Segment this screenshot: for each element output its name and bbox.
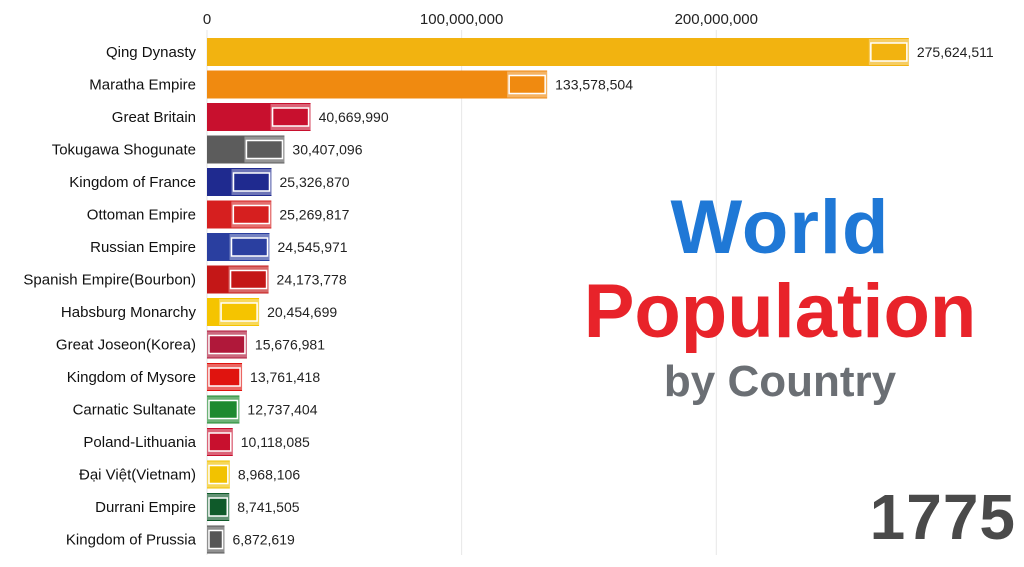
category-label: Great Joseon(Korea)	[56, 337, 196, 354]
bar-row: Russian Empire 24,545,971	[90, 233, 348, 261]
bar-row: Qing Dynasty 275,624,511	[106, 38, 994, 66]
mysore-flag-icon	[207, 364, 243, 390]
bar-row: Đại Việt(Vietnam) 8,968,106	[79, 460, 300, 489]
value-label: 25,269,817	[279, 207, 349, 223]
bar-row: Great Britain 40,669,990	[112, 103, 389, 131]
union-jack-icon	[270, 104, 311, 130]
bar-row: Kingdom of Mysore 13,761,418	[67, 363, 320, 391]
dai-viet-flag-icon	[207, 461, 230, 488]
x-tick-label: 200,000,000	[675, 11, 758, 28]
bar-row: Kingdom of France 25,326,870	[69, 168, 350, 196]
x-tick-label: 100,000,000	[420, 11, 503, 28]
bars: Qing Dynasty 275,624,511 Maratha Empire 133…	[23, 38, 994, 554]
bar-row: Great Joseon(Korea) 15,676,981	[56, 330, 325, 359]
joseon-flag-icon	[207, 331, 247, 358]
bar-row: Carnatic Sultanate 12,737,404	[73, 395, 318, 424]
value-label: 13,761,418	[250, 369, 320, 385]
x-tick-label: 0	[203, 11, 211, 28]
russian-tricolor-icon	[229, 234, 270, 260]
value-label: 12,737,404	[247, 402, 317, 418]
bar-row: Spanish Empire(Bourbon) 24,173,778	[23, 265, 347, 294]
value-label: 30,407,096	[292, 142, 362, 158]
category-label: Kingdom of Mysore	[67, 369, 196, 386]
value-label: 40,669,990	[319, 109, 389, 125]
durrani-flag-icon	[207, 494, 230, 520]
value-label: 24,545,971	[278, 239, 348, 255]
x-axis-ticks: 0 100,000,000 200,000,000	[203, 11, 758, 28]
habsburg-flag-icon	[219, 299, 260, 325]
bar-row: Kingdom of Prussia 6,872,619	[66, 525, 295, 554]
category-label: Maratha Empire	[89, 77, 196, 94]
title-population: Population	[583, 269, 977, 354]
prussian-eagle-icon	[207, 526, 225, 553]
value-label: 10,118,085	[241, 434, 310, 450]
spanish-bourbon-arms-icon	[228, 266, 269, 293]
value-label: 8,741,505	[237, 499, 299, 515]
tokugawa-crest-icon	[244, 136, 285, 163]
category-label: Durrani Empire	[95, 499, 196, 516]
carnatic-crescent-icon	[207, 396, 240, 423]
category-label: Spanish Empire(Bourbon)	[23, 272, 196, 289]
bar	[207, 38, 909, 66]
category-label: Ottoman Empire	[87, 207, 196, 224]
category-label: Poland-Lithuania	[83, 434, 196, 451]
category-label: Great Britain	[112, 109, 196, 126]
value-label: 6,872,619	[233, 532, 295, 548]
value-label: 133,578,504	[555, 77, 633, 93]
saffron-pennant-icon	[507, 71, 548, 98]
bar-row: Durrani Empire 8,741,505	[95, 493, 300, 521]
category-label: Tokugawa Shogunate	[52, 142, 196, 159]
value-label: 20,454,699	[267, 304, 337, 320]
category-label: Carnatic Sultanate	[73, 402, 196, 419]
bar-row: Maratha Empire 133,578,504	[89, 70, 633, 99]
bar-row: Habsburg Monarchy 20,454,699	[61, 298, 337, 326]
value-label: 8,968,106	[238, 467, 300, 483]
year-counter: 1775	[869, 481, 1016, 553]
category-label: Qing Dynasty	[106, 44, 197, 61]
value-label: 25,326,870	[279, 174, 349, 190]
value-label: 15,676,981	[255, 337, 325, 353]
category-label: Kingdom of Prussia	[66, 532, 197, 549]
bar-row: Ottoman Empire 25,269,817	[87, 200, 350, 229]
category-label: Đại Việt(Vietnam)	[79, 467, 196, 484]
bar-row: Tokugawa Shogunate 30,407,096	[52, 135, 363, 164]
category-label: Habsburg Monarchy	[61, 304, 197, 321]
crescent-star-icon	[231, 201, 272, 228]
category-label: Kingdom of France	[69, 174, 196, 191]
bar	[207, 70, 548, 99]
category-label: Russian Empire	[90, 239, 196, 256]
title-by-country: by Country	[663, 357, 897, 406]
dragon-flag-icon	[868, 39, 909, 65]
bar-row: Poland-Lithuania 10,118,085	[83, 428, 310, 456]
title-world: World	[670, 185, 890, 270]
polish-lithuanian-banner-icon	[207, 429, 233, 455]
bourbon-lilies-icon	[231, 169, 272, 195]
value-label: 24,173,778	[277, 272, 347, 288]
chart-title: World Population by Country	[560, 190, 1000, 404]
value-label: 275,624,511	[917, 44, 994, 60]
